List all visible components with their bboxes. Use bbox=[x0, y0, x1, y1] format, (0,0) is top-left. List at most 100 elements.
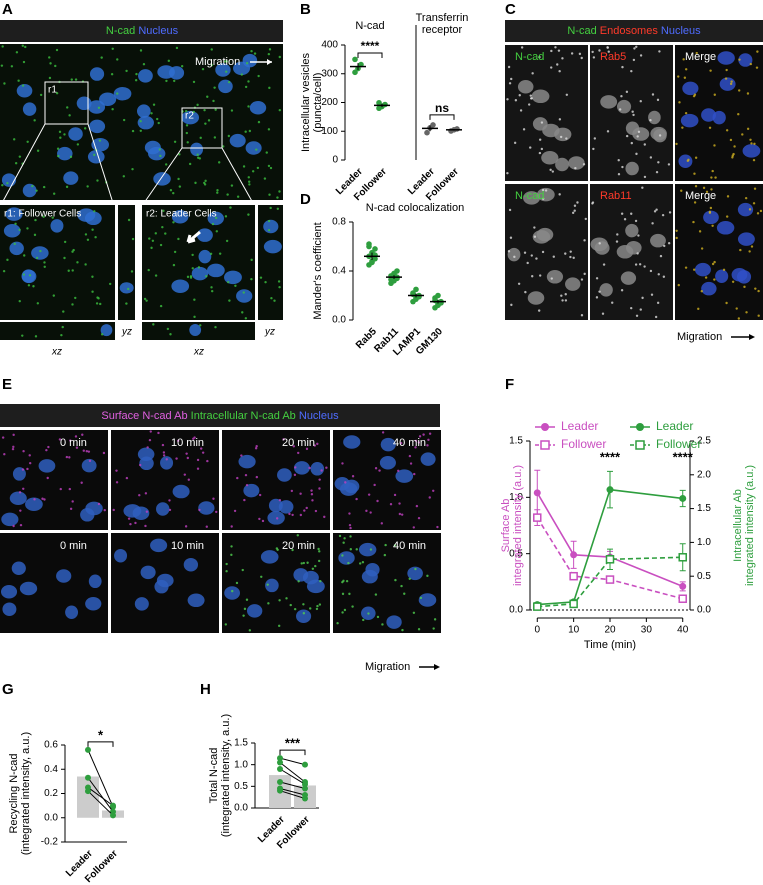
signal bbox=[46, 476, 49, 480]
pair-line bbox=[87, 777, 114, 812]
signal bbox=[620, 212, 624, 215]
signal bbox=[168, 508, 172, 512]
signal bbox=[649, 156, 653, 159]
signal bbox=[186, 141, 189, 144]
signal bbox=[291, 513, 294, 517]
nucleus bbox=[198, 501, 215, 515]
nucleus bbox=[140, 565, 156, 580]
signal bbox=[35, 256, 39, 260]
signal bbox=[211, 222, 215, 226]
signal bbox=[729, 138, 733, 142]
cell-texture bbox=[334, 431, 439, 530]
signal bbox=[634, 219, 638, 223]
signal bbox=[409, 462, 413, 465]
signal bbox=[217, 161, 221, 164]
signal bbox=[508, 82, 512, 85]
data-point bbox=[369, 259, 375, 266]
signal bbox=[711, 169, 714, 173]
signal bbox=[83, 127, 87, 130]
y-tick-label: 2.5 bbox=[697, 436, 711, 447]
significance-label: *** bbox=[285, 736, 301, 751]
nucleus bbox=[380, 437, 396, 452]
signal bbox=[233, 509, 237, 513]
nucleus bbox=[263, 219, 279, 234]
signal bbox=[700, 247, 704, 250]
signal bbox=[341, 462, 344, 465]
nucleus bbox=[263, 239, 282, 254]
signal bbox=[225, 60, 229, 63]
signal bbox=[606, 46, 609, 49]
signal bbox=[725, 301, 728, 305]
signal bbox=[82, 449, 85, 452]
signal bbox=[317, 547, 320, 551]
signal bbox=[150, 246, 153, 250]
signal bbox=[224, 215, 228, 218]
nucleus bbox=[119, 282, 134, 294]
nucleus bbox=[81, 458, 97, 473]
signal bbox=[94, 236, 97, 239]
nucleus bbox=[742, 144, 761, 158]
signal bbox=[243, 607, 247, 611]
signal bbox=[639, 54, 643, 57]
signal bbox=[161, 443, 165, 447]
signal bbox=[694, 156, 698, 159]
signal bbox=[633, 47, 636, 50]
signal bbox=[759, 209, 763, 213]
nucleus bbox=[737, 202, 754, 217]
signal bbox=[169, 333, 172, 336]
cell-texture bbox=[119, 218, 135, 305]
data-point bbox=[85, 774, 91, 781]
signal bbox=[230, 525, 233, 528]
signal bbox=[433, 618, 437, 621]
nucleus bbox=[154, 579, 169, 594]
zoom-line bbox=[1, 123, 46, 204]
header-bar bbox=[0, 404, 440, 427]
signal bbox=[571, 211, 575, 215]
cell-texture bbox=[230, 438, 328, 528]
signal bbox=[289, 603, 292, 607]
signal bbox=[176, 439, 180, 443]
signal bbox=[533, 235, 537, 238]
signal bbox=[693, 268, 696, 271]
nucleus bbox=[9, 491, 27, 506]
y-tick-label: 1.0 bbox=[234, 759, 248, 770]
signal bbox=[506, 171, 509, 175]
signal bbox=[18, 155, 22, 158]
signal bbox=[192, 110, 195, 114]
signal bbox=[201, 451, 205, 454]
signal bbox=[13, 242, 16, 246]
signal bbox=[345, 579, 349, 583]
signal bbox=[558, 70, 561, 73]
nucleus bbox=[296, 609, 312, 623]
signal bbox=[580, 56, 583, 60]
signal bbox=[288, 512, 291, 516]
signal bbox=[212, 497, 215, 500]
signal bbox=[71, 269, 74, 272]
header-bar bbox=[505, 20, 763, 42]
time-label: 10 min bbox=[171, 437, 204, 449]
signal bbox=[14, 222, 17, 226]
signal bbox=[278, 599, 281, 602]
signal bbox=[148, 237, 151, 240]
signal bbox=[310, 493, 314, 496]
data-point bbox=[366, 243, 372, 250]
signal bbox=[550, 277, 553, 280]
signal bbox=[557, 49, 561, 52]
signal bbox=[230, 545, 233, 548]
signal bbox=[205, 274, 208, 278]
signal bbox=[258, 517, 261, 521]
signal bbox=[400, 513, 404, 516]
zoom-line bbox=[221, 147, 254, 204]
projection-label: yz bbox=[121, 327, 132, 338]
signal bbox=[677, 75, 680, 78]
signal bbox=[754, 287, 757, 290]
nucleus bbox=[198, 249, 212, 264]
signal bbox=[276, 196, 279, 199]
signal bbox=[138, 494, 141, 497]
signal bbox=[212, 99, 215, 103]
cell-texture bbox=[112, 430, 218, 528]
nucleus bbox=[278, 500, 294, 514]
signal bbox=[551, 170, 555, 173]
signal bbox=[730, 80, 733, 83]
signal bbox=[663, 244, 666, 248]
